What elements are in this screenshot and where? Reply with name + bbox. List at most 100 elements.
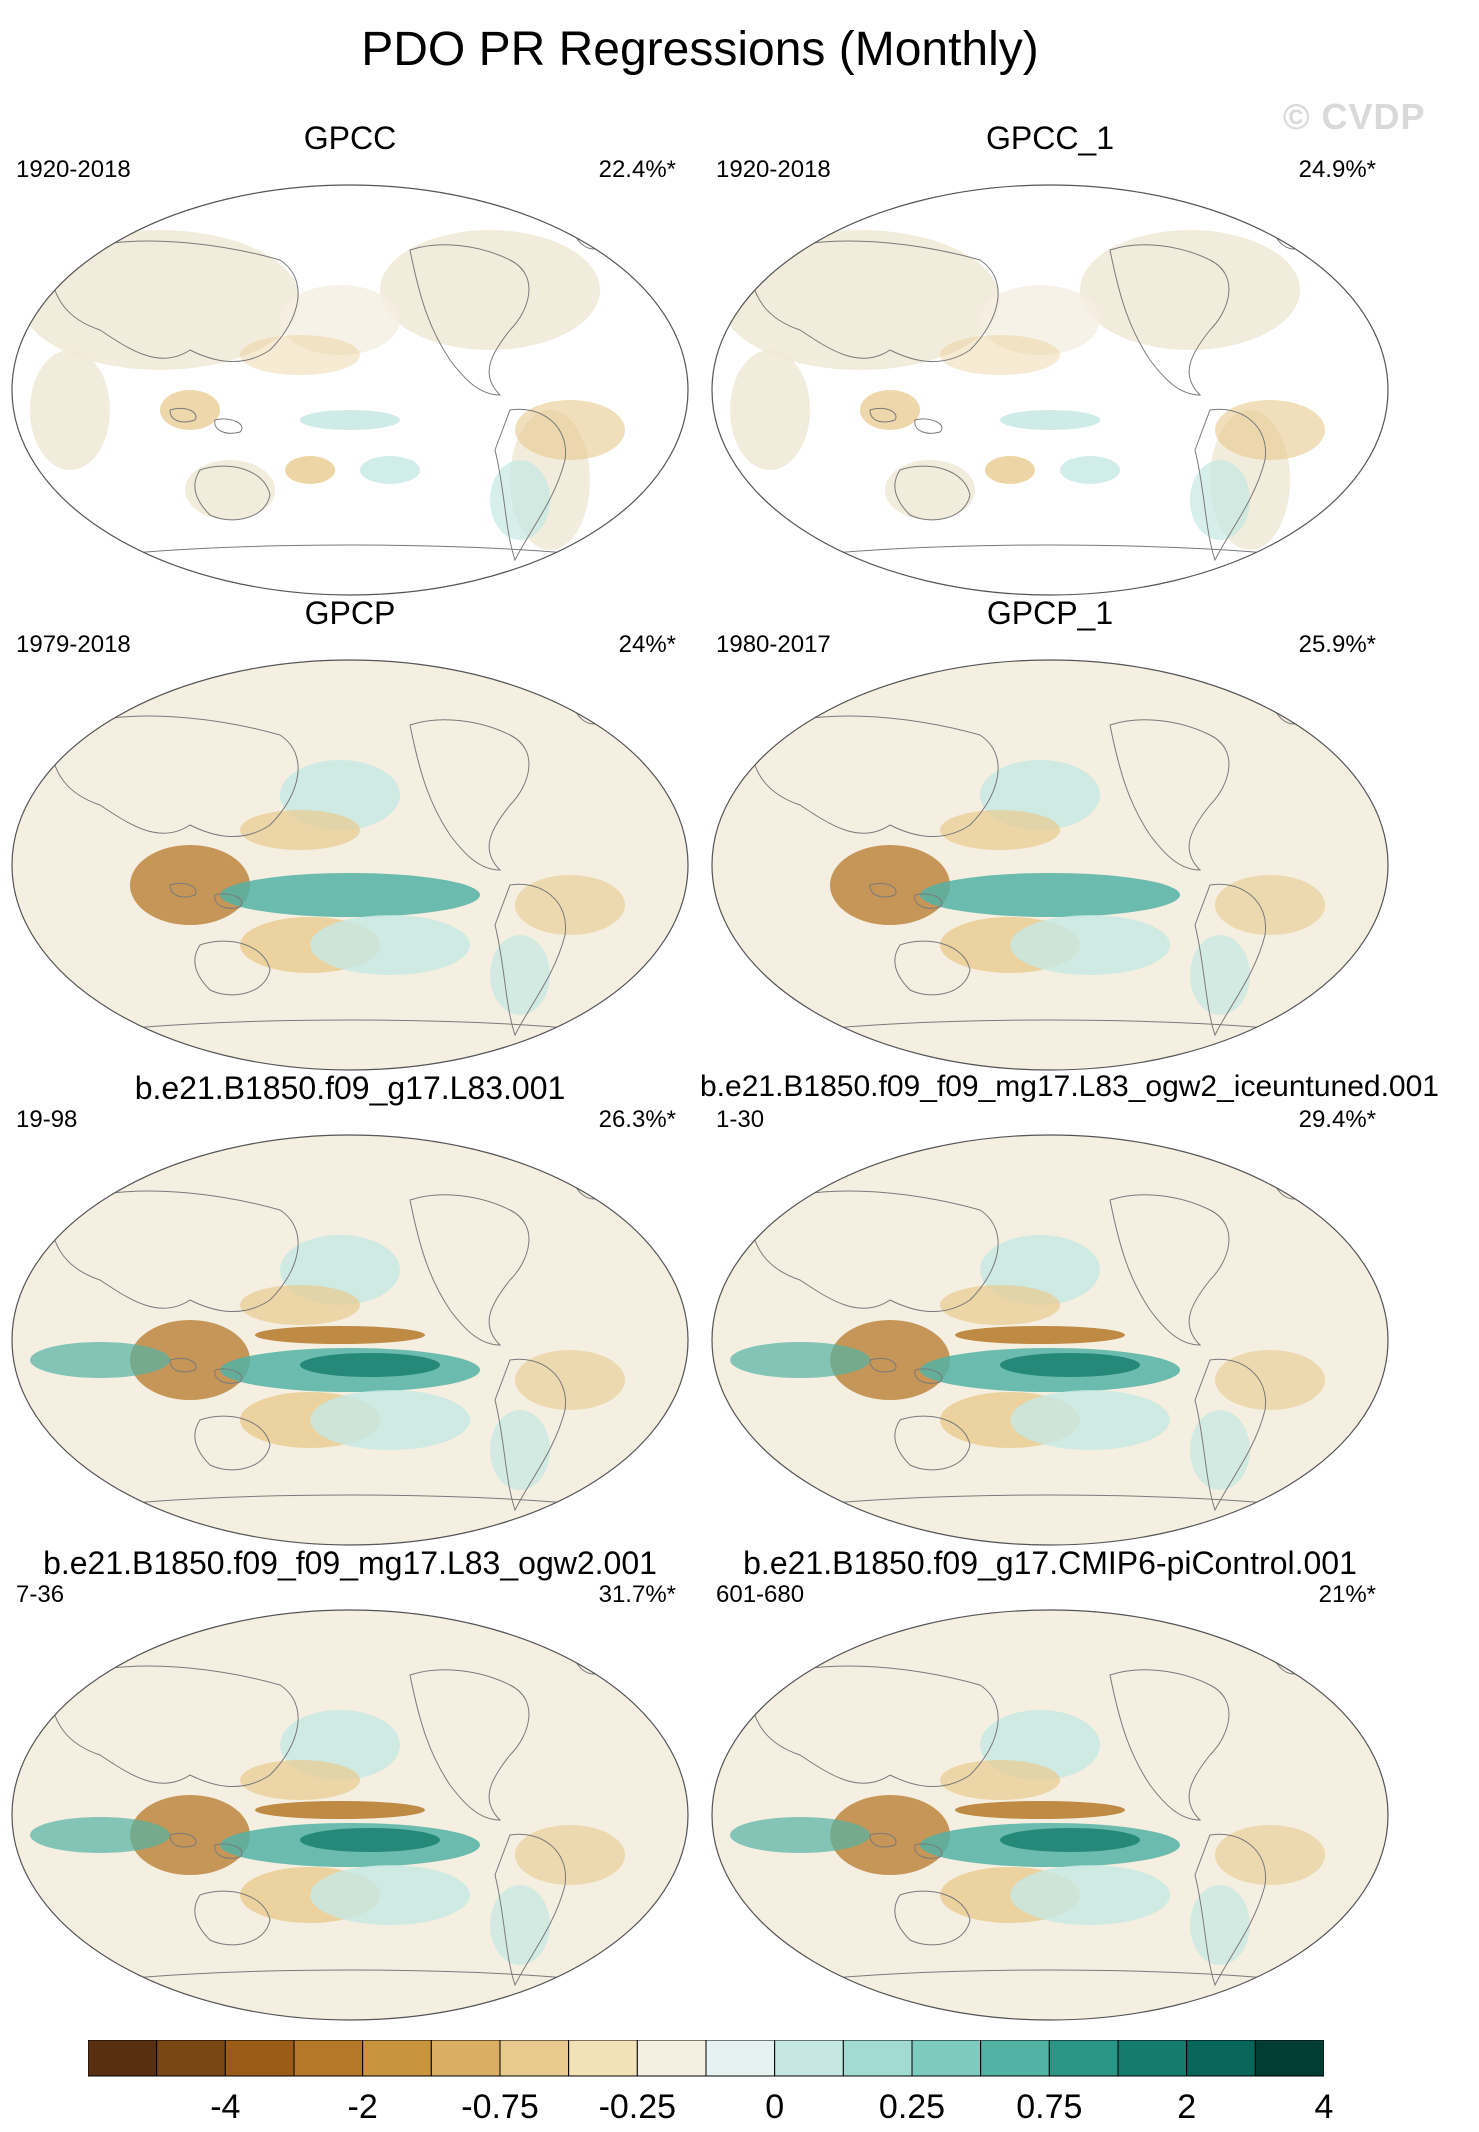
anomaly-region bbox=[1215, 1825, 1325, 1885]
panel-title: b.e21.B1850.f09_g17.L83.001 bbox=[134, 1070, 566, 1106]
colorbar-tick-label: -0.75 bbox=[461, 2088, 539, 2126]
colorbar-tick-label: -2 bbox=[347, 2088, 378, 2126]
map-border bbox=[11, 184, 689, 596]
coastline bbox=[214, 893, 243, 909]
anomaly-region bbox=[310, 1390, 470, 1450]
anomaly-region bbox=[255, 1326, 425, 1344]
anomaly-region bbox=[515, 1825, 625, 1885]
coastline bbox=[1109, 244, 1230, 396]
coastline bbox=[1109, 719, 1230, 871]
coastline bbox=[869, 882, 897, 898]
anomaly-region bbox=[1190, 1885, 1250, 1965]
anomaly-region bbox=[980, 285, 1100, 355]
map-panel: b.e21.B1850.f09_f09_mg17.L83_ogw2_iceunt… bbox=[700, 1070, 1439, 1546]
colorbar-box bbox=[568, 2040, 638, 2077]
coastline bbox=[214, 1843, 243, 1859]
anomaly-region bbox=[1000, 1353, 1140, 1377]
coastline bbox=[409, 719, 530, 871]
coastline bbox=[894, 1890, 971, 1946]
coastline bbox=[914, 1368, 943, 1384]
anomaly-region bbox=[1215, 400, 1325, 460]
colorbar-box bbox=[911, 2040, 982, 2077]
anomaly-region bbox=[955, 1801, 1125, 1819]
anomaly-region bbox=[240, 1760, 360, 1800]
anomaly-region bbox=[940, 810, 1060, 850]
map-background bbox=[12, 660, 688, 1070]
map-panel: b.e21.B1850.f09_g17.CMIP6-piControl.001 6… bbox=[700, 1545, 1400, 2021]
anomaly-region bbox=[255, 1801, 425, 1819]
colorbar-tick-label: 0.25 bbox=[878, 2088, 946, 2126]
map-border bbox=[11, 1609, 689, 2021]
anomaly-region bbox=[240, 1285, 360, 1325]
anomaly-region bbox=[490, 460, 550, 540]
anomaly-region bbox=[1190, 1410, 1250, 1490]
anomaly-region bbox=[1215, 875, 1325, 935]
anomaly-region bbox=[240, 335, 360, 375]
coastline bbox=[49, 240, 299, 363]
anomaly-region bbox=[985, 456, 1035, 484]
panel-title: GPCC bbox=[303, 120, 397, 156]
coastline bbox=[749, 715, 999, 838]
anomaly-region bbox=[730, 1817, 870, 1853]
panel-explained-variance: 25.9%* bbox=[1298, 631, 1376, 658]
anomaly-region bbox=[490, 935, 550, 1015]
map-border bbox=[11, 659, 689, 1071]
anomaly-region bbox=[300, 1828, 440, 1852]
colorbar-box bbox=[362, 2040, 432, 2077]
anomaly-region bbox=[30, 1817, 170, 1853]
anomaly-region bbox=[515, 875, 625, 935]
land-tint bbox=[20, 230, 300, 370]
anomaly-region bbox=[515, 1350, 625, 1410]
coastline bbox=[1194, 883, 1267, 1037]
map-border bbox=[711, 1134, 1389, 1546]
anomaly-region bbox=[1010, 1865, 1170, 1925]
anomaly-region bbox=[1000, 410, 1100, 430]
world-map bbox=[11, 184, 689, 596]
anomaly-region bbox=[1190, 935, 1250, 1015]
figure-title: PDO PR Regressions (Monthly) bbox=[361, 23, 1039, 76]
coastline bbox=[894, 1415, 971, 1471]
panel-explained-variance: 29.4%* bbox=[1298, 1106, 1376, 1133]
anomaly-region bbox=[240, 810, 360, 850]
colorbar-tick-label: 0 bbox=[765, 2088, 785, 2126]
anomaly-region bbox=[310, 1865, 470, 1925]
panel-explained-variance: 24%* bbox=[618, 631, 676, 658]
coastline bbox=[194, 940, 271, 996]
coastline bbox=[194, 1415, 271, 1471]
colorbar-box bbox=[636, 2040, 707, 2077]
map-border bbox=[711, 1609, 1389, 2021]
coastline bbox=[869, 1832, 897, 1848]
anomaly-region bbox=[310, 915, 470, 975]
coastline bbox=[1109, 1669, 1230, 1821]
anomaly-region bbox=[940, 335, 1060, 375]
coastline bbox=[1109, 1194, 1230, 1346]
coastline bbox=[749, 1665, 999, 1788]
anomaly-region bbox=[1215, 1350, 1325, 1410]
anomaly-region bbox=[1060, 456, 1120, 484]
panel-period: 19-98 bbox=[16, 1106, 78, 1133]
world-map bbox=[11, 1134, 689, 1546]
world-map bbox=[711, 1134, 1389, 1546]
anomaly-region bbox=[1190, 460, 1250, 540]
anomaly-region bbox=[1010, 915, 1170, 975]
colorbar-box bbox=[88, 2040, 158, 2077]
colorbar-tick-label: 4 bbox=[1314, 2088, 1334, 2126]
map-panel: b.e21.B1850.f09_f09_mg17.L83_ogw2.001 7-3… bbox=[0, 1545, 700, 2021]
land-tint bbox=[730, 350, 810, 470]
panel-period: 601-680 bbox=[716, 1581, 805, 1608]
world-map bbox=[11, 659, 689, 1071]
colorbar-box bbox=[842, 2040, 913, 2077]
colorbar-box bbox=[1117, 2040, 1188, 2077]
anomaly-region bbox=[955, 1326, 1125, 1344]
coastline bbox=[894, 465, 971, 521]
coastline bbox=[869, 1357, 897, 1373]
colorbar-tick-label: -0.25 bbox=[598, 2088, 677, 2126]
land-tint bbox=[30, 350, 110, 470]
panel-explained-variance: 24.9%* bbox=[1298, 156, 1376, 183]
colorbar-box bbox=[156, 2040, 226, 2077]
panel-explained-variance: 21%* bbox=[1318, 1581, 1376, 1608]
panel-explained-variance: 22.4%* bbox=[598, 156, 676, 183]
coastline bbox=[914, 893, 943, 909]
panel-title: b.e21.B1850.f09_f09_mg17.L83_ogw2.001 bbox=[43, 1545, 657, 1581]
land-tint bbox=[720, 230, 1000, 370]
